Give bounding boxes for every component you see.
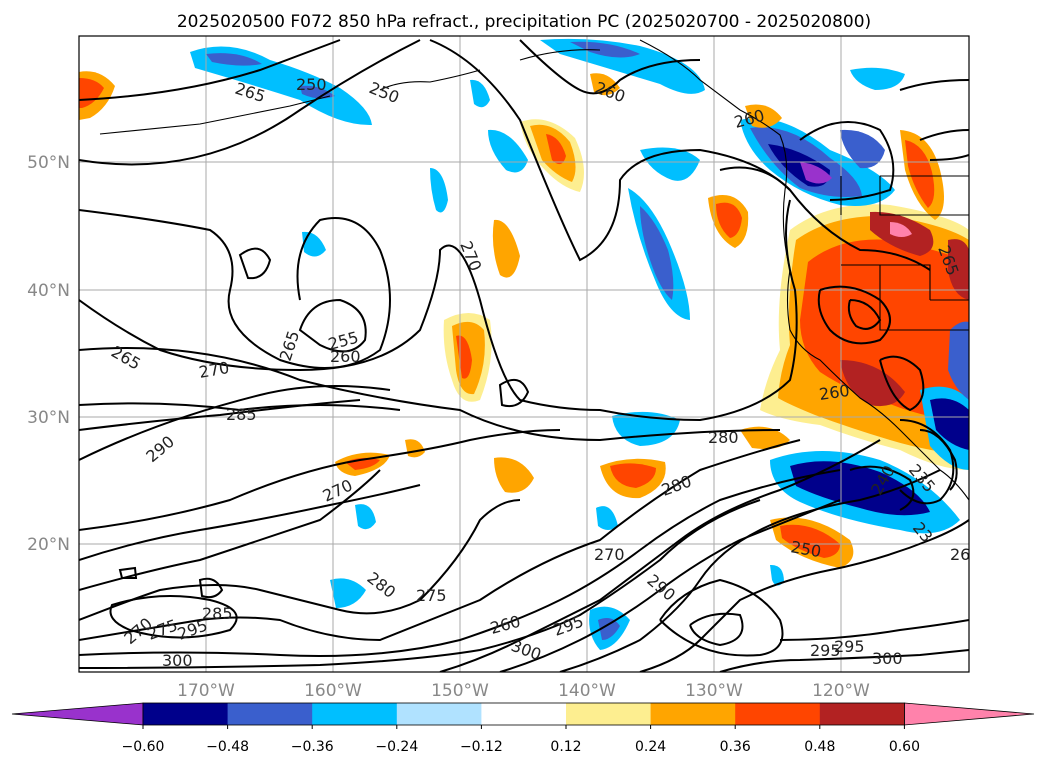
contour-label: 250 [296, 75, 327, 94]
contour-label: 260 [330, 347, 361, 366]
lat-label: 30°N [27, 408, 70, 428]
colorbar-segment [481, 703, 567, 725]
colorbar-extend-high [904, 702, 1035, 726]
lon-label: 160°W [304, 681, 362, 701]
colorbar-segment [227, 703, 313, 725]
figure-title: 2025020500 F072 850 hPa refract., precip… [177, 12, 871, 32]
contour-label: 280 [708, 428, 739, 447]
contour-label: 275 [416, 586, 447, 605]
colorbar-segment [143, 703, 229, 725]
coastlines [99, 39, 969, 501]
contour-label: 295 [810, 641, 841, 660]
colorbar-tick-label: 0.60 [889, 739, 920, 755]
colorbar-segment [566, 703, 652, 725]
lon-label: 140°W [558, 681, 616, 701]
map-frame [78, 35, 970, 673]
colorbar-tick-label: 0.36 [720, 739, 751, 755]
lon-label: 170°W [177, 681, 235, 701]
contour-label: 300 [872, 649, 903, 668]
refractivity-contours [79, 39, 969, 672]
lon-label: 130°W [685, 681, 743, 701]
precip-shading [79, 38, 969, 650]
contour-label: 300 [162, 651, 193, 670]
longitude-labels: 170°W 160°W 150°W 140°W 130°W 120°W [177, 681, 870, 701]
contour-label: 295 [834, 637, 865, 656]
colorbar-tick-label: −0.24 [375, 739, 418, 755]
colorbar-ticks: −0.60 −0.48 −0.36 −0.24 −0.12 0.12 0.24 0.36 0.4… [122, 725, 920, 755]
colorbar-segment [819, 703, 905, 725]
lon-label: 150°W [431, 681, 489, 701]
contour-label: 26 [950, 545, 970, 564]
colorbar-tick-label: −0.36 [291, 739, 334, 755]
latitude-labels: 50°N 40°N 30°N 20°N [27, 153, 70, 555]
colorbar-frame [142, 702, 905, 726]
map-panel: 265 250 250 260 260 270 265 255 260 270 … [78, 35, 970, 673]
colorbar-segment [650, 703, 736, 725]
colorbar-segments [11, 702, 1035, 726]
colorbar-tick-label: −0.12 [460, 739, 503, 755]
colorbar-tick-label: −0.48 [206, 739, 249, 755]
colorbar-segment [312, 703, 398, 725]
colorbar-tick-label: 0.48 [804, 739, 835, 755]
colorbar-tick-label: 0.24 [635, 739, 666, 755]
colorbar-tick-label: 0.12 [550, 739, 581, 755]
lat-label: 40°N [27, 281, 70, 301]
colorbar: −0.60 −0.48 −0.36 −0.24 −0.12 0.12 0.24 0.36 0.4… [11, 702, 1035, 755]
contour-label: 285 [202, 604, 233, 623]
contour-label: 285 [226, 405, 257, 424]
colorbar-extend-low [11, 702, 144, 726]
lat-label: 20°N [27, 535, 70, 555]
colorbar-tick-label: −0.60 [122, 739, 165, 755]
lon-label: 120°W [812, 681, 870, 701]
contour-label: 270 [594, 545, 625, 564]
colorbar-segment [735, 703, 821, 725]
colorbar-segment [396, 703, 482, 725]
contour-label: 260 [818, 381, 851, 404]
lat-label: 50°N [27, 153, 70, 173]
